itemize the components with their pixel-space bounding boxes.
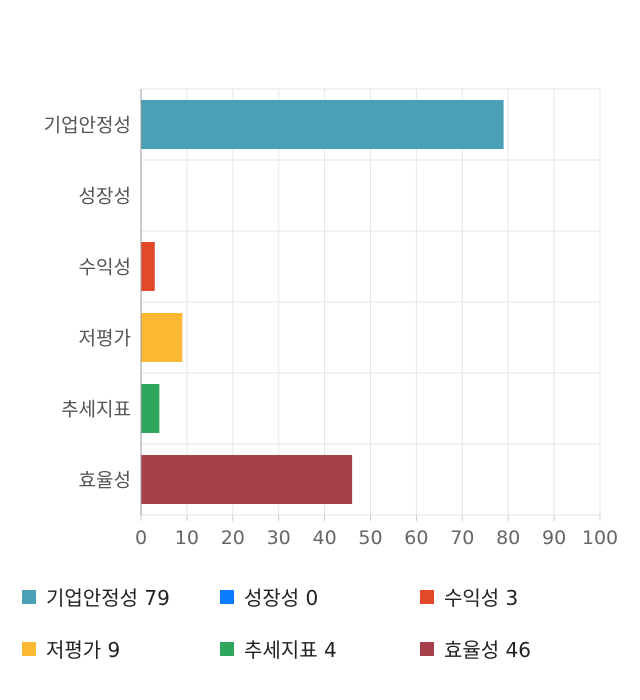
y-category-label: 추세지표 [61,399,131,421]
legend-swatch [220,641,234,656]
x-tick-label: 60 [404,527,428,549]
y-category-label: 성장성 [79,186,131,208]
legend-swatch [420,589,434,604]
x-axis-labels: 0 10 20 30 40 50 60 70 80 90 100 [135,527,618,549]
x-tick-label: 10 [175,527,199,549]
legend-swatch [220,589,234,604]
y-category-label: 수익성 [79,257,131,279]
grid-lines [140,88,601,516]
bar-효율성 [141,455,353,504]
y-category-label: 효율성 [79,470,131,492]
x-tick-label: 50 [358,527,382,549]
legend-item-기업안정성[interactable]: 기업안정성 79 [22,582,170,611]
legend-item-추세지표[interactable]: 추세지표 4 [220,634,337,663]
legend-label: 추세지표 4 [244,638,337,662]
legend-swatch [22,641,36,656]
legend-label: 저평가 9 [46,638,121,662]
x-tick-label: 80 [496,527,520,549]
bar-수익성 [141,242,155,291]
legend-item-효율성[interactable]: 효율성 46 [420,634,531,663]
x-tick-label: 70 [450,527,474,549]
legend-label: 효율성 46 [444,638,532,662]
bar-저평가 [141,313,183,362]
legend-label: 성장성 0 [244,586,319,610]
legend-swatch [22,589,36,604]
axes [140,89,601,521]
legend-label: 수익성 3 [444,586,519,610]
legend-item-수익성[interactable]: 수익성 3 [420,582,518,611]
y-category-label: 기업안정성 [44,115,131,137]
legend-item-성장성[interactable]: 성장성 0 [220,582,318,611]
bar-기업안정성 [141,100,504,149]
x-tick-label: 90 [542,527,566,549]
x-tick-label: 20 [221,527,245,549]
legend-label: 기업안정성 79 [46,586,170,610]
x-tick-label: 0 [135,527,147,549]
x-tick-label: 30 [267,527,291,549]
y-category-label: 저평가 [79,328,131,350]
x-tick-label: 40 [313,527,337,549]
bars [141,100,504,504]
x-tick-label: 100 [582,527,618,549]
legend-item-저평가[interactable]: 저평가 9 [22,634,120,663]
bar-추세지표 [141,384,160,433]
legend-swatch [420,641,434,656]
